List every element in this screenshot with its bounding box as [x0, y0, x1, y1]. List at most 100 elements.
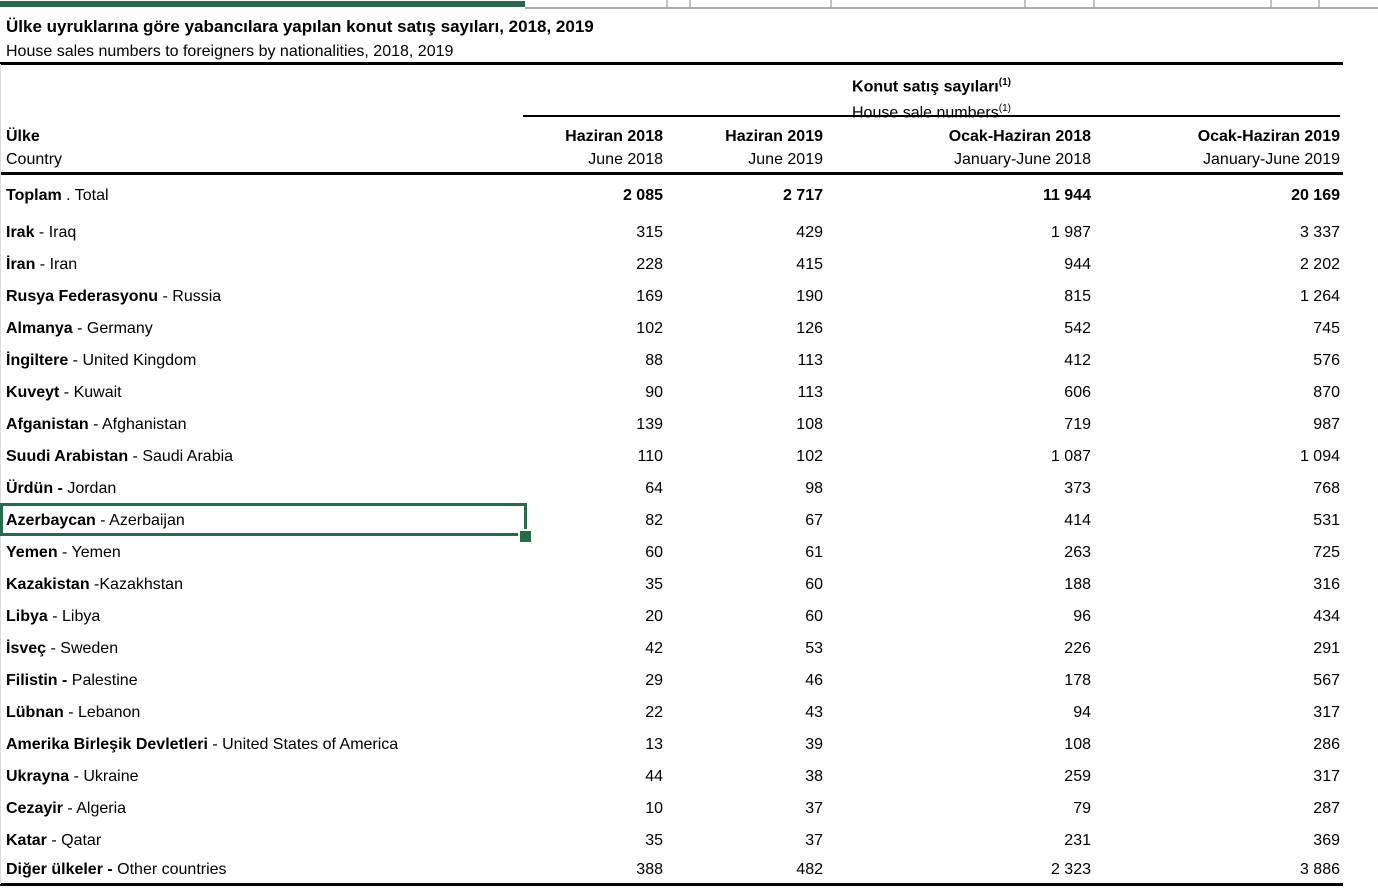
country-cell[interactable]: İran - Iran — [6, 256, 78, 273]
value-cell-june-2019[interactable]: 46 — [805, 672, 823, 689]
value-cell-jan-june-2018[interactable]: 231 — [1064, 832, 1091, 849]
value-cell-june-2019[interactable]: 2 717 — [782, 187, 823, 204]
selection-fill-handle[interactable] — [518, 529, 533, 544]
value-cell-june-2019[interactable]: 429 — [796, 224, 823, 241]
value-cell-jan-june-2018[interactable]: 96 — [1073, 608, 1091, 625]
country-cell[interactable]: Yemen - Yemen — [6, 544, 121, 561]
table-row[interactable]: İngiltere - United Kingdom 88 113 412 57… — [0, 345, 1378, 377]
value-cell-jan-june-2018[interactable]: 2 323 — [1050, 861, 1091, 878]
value-cell-june-2019[interactable]: 126 — [796, 320, 823, 337]
value-cell-june-2019[interactable]: 190 — [796, 288, 823, 305]
country-cell[interactable]: Rusya Federasyonu - Russia — [6, 288, 222, 305]
value-cell-jan-june-2018[interactable]: 414 — [1064, 512, 1091, 529]
value-cell-june-2019[interactable]: 113 — [797, 384, 823, 401]
country-cell[interactable]: Amerika Birleşik Devletleri - United Sta… — [6, 736, 399, 753]
table-row[interactable]: Yemen - Yemen 60 61 263 725 — [0, 537, 1378, 569]
country-cell[interactable]: Katar - Qatar — [6, 832, 102, 849]
table-row[interactable]: Lübnan - Lebanon 22 43 94 317 — [0, 697, 1378, 729]
value-cell-june-2019[interactable]: 98 — [805, 480, 823, 497]
value-cell-june-2018[interactable]: 35 — [645, 832, 663, 849]
value-cell-jan-june-2019[interactable]: 317 — [1313, 704, 1340, 721]
country-cell[interactable]: Filistin - Palestine — [6, 672, 138, 689]
table-row-selected[interactable]: Azerbaycan - Azerbaijan 82 67 414 531 — [0, 505, 1378, 537]
country-cell[interactable]: İngiltere - United Kingdom — [6, 352, 197, 369]
value-cell-june-2019[interactable]: 60 — [805, 608, 823, 625]
table-row[interactable]: Katar - Qatar 35 37 231 369 — [0, 825, 1378, 857]
table-row[interactable]: Ukrayna - Ukraine 44 38 259 317 — [0, 761, 1378, 793]
country-cell[interactable]: Suudi Arabistan - Saudi Arabia — [6, 448, 234, 465]
value-cell-june-2019[interactable]: 38 — [805, 768, 823, 785]
table-row[interactable]: Afganistan - Afghanistan 139 108 719 987 — [0, 409, 1378, 441]
country-cell[interactable]: Kuveyt - Kuwait — [6, 384, 122, 401]
value-cell-june-2018[interactable]: 13 — [645, 736, 663, 753]
value-cell-jan-june-2018[interactable]: 11 944 — [1042, 187, 1091, 204]
country-cell[interactable]: Toplam . Total — [6, 187, 109, 204]
value-cell-june-2018[interactable]: 102 — [636, 320, 663, 337]
value-cell-june-2018[interactable]: 88 — [645, 352, 663, 369]
value-cell-jan-june-2018[interactable]: 178 — [1064, 672, 1091, 689]
value-cell-june-2018[interactable]: 20 — [645, 608, 663, 625]
value-cell-jan-june-2018[interactable]: 108 — [1064, 736, 1091, 753]
country-cell[interactable]: Kazakistan -Kazakhstan — [6, 576, 183, 593]
value-cell-june-2018[interactable]: 60 — [645, 544, 663, 561]
value-cell-jan-june-2019[interactable]: 870 — [1313, 384, 1340, 401]
table-row[interactable]: İsveç - Sweden 42 53 226 291 — [0, 633, 1378, 665]
table-row[interactable]: Toplam . Total 2 085 2 717 11 944 20 169 — [0, 175, 1378, 217]
value-cell-jan-june-2019[interactable]: 3 886 — [1299, 861, 1340, 878]
country-cell[interactable]: Lübnan - Lebanon — [6, 704, 141, 721]
column-header-jan-june-2018[interactable]: Ocak-Haziran 2018 January-June 2018 — [948, 128, 1091, 168]
value-cell-june-2019[interactable]: 60 — [805, 576, 823, 593]
value-cell-jan-june-2018[interactable]: 542 — [1064, 320, 1091, 337]
value-cell-june-2019[interactable]: 67 — [805, 512, 823, 529]
value-cell-jan-june-2018[interactable]: 944 — [1064, 256, 1091, 273]
country-cell[interactable]: Cezayir - Algeria — [6, 800, 127, 817]
value-cell-june-2019[interactable]: 61 — [805, 544, 823, 561]
value-cell-jan-june-2019[interactable]: 531 — [1313, 512, 1340, 529]
value-cell-june-2018[interactable]: 44 — [645, 768, 663, 785]
value-cell-jan-june-2019[interactable]: 1 094 — [1299, 448, 1340, 465]
country-cell[interactable]: Afganistan - Afghanistan — [6, 416, 187, 433]
column-header-june-2018[interactable]: Haziran 2018 June 2018 — [565, 128, 663, 168]
value-cell-june-2018[interactable]: 42 — [645, 640, 663, 657]
value-cell-june-2018[interactable]: 139 — [636, 416, 663, 433]
table-row[interactable]: Almanya - Germany 102 126 542 745 — [0, 313, 1378, 345]
value-cell-jan-june-2019[interactable]: 369 — [1313, 832, 1340, 849]
value-cell-june-2018[interactable]: 90 — [645, 384, 663, 401]
value-cell-jan-june-2019[interactable]: 576 — [1313, 352, 1340, 369]
value-cell-june-2018[interactable]: 64 — [645, 480, 663, 497]
table-row[interactable]: Diğer ülkeler - Other countries 388 482 … — [0, 857, 1378, 883]
country-cell[interactable]: Ukrayna - Ukraine — [6, 768, 139, 785]
value-cell-jan-june-2018[interactable]: 1 087 — [1050, 448, 1091, 465]
value-cell-jan-june-2019[interactable]: 987 — [1313, 416, 1340, 433]
value-cell-jan-june-2019[interactable]: 745 — [1313, 320, 1340, 337]
value-cell-june-2018[interactable]: 228 — [636, 256, 663, 273]
value-cell-june-2018[interactable]: 82 — [645, 512, 663, 529]
table-row[interactable]: Kazakistan -Kazakhstan 35 60 188 316 — [0, 569, 1378, 601]
value-cell-june-2018[interactable]: 169 — [636, 288, 663, 305]
country-cell[interactable]: Almanya - Germany — [6, 320, 153, 337]
value-cell-june-2019[interactable]: 37 — [805, 832, 823, 849]
value-cell-june-2019[interactable]: 39 — [805, 736, 823, 753]
table-row[interactable]: İran - Iran 228 415 944 2 202 — [0, 249, 1378, 281]
country-cell[interactable]: Ürdün - Jordan — [6, 480, 117, 497]
value-cell-jan-june-2018[interactable]: 259 — [1064, 768, 1091, 785]
value-cell-jan-june-2019[interactable]: 317 — [1313, 768, 1340, 785]
table-row[interactable]: Libya - Libya 20 60 96 434 — [0, 601, 1378, 633]
value-cell-jan-june-2018[interactable]: 815 — [1064, 288, 1091, 305]
table-row[interactable]: Kuveyt - Kuwait 90 113 606 870 — [0, 377, 1378, 409]
value-cell-jan-june-2018[interactable]: 606 — [1064, 384, 1091, 401]
value-cell-june-2018[interactable]: 22 — [645, 704, 663, 721]
table-row[interactable]: Rusya Federasyonu - Russia 169 190 815 1… — [0, 281, 1378, 313]
value-cell-jan-june-2018[interactable]: 1 987 — [1050, 224, 1091, 241]
value-cell-jan-june-2019[interactable]: 20 169 — [1291, 187, 1340, 204]
value-cell-june-2019[interactable]: 113 — [797, 352, 823, 369]
value-cell-jan-june-2019[interactable]: 316 — [1313, 576, 1340, 593]
value-cell-jan-june-2018[interactable]: 373 — [1064, 480, 1091, 497]
value-cell-june-2018[interactable]: 388 — [636, 861, 663, 878]
country-cell[interactable]: İsveç - Sweden — [6, 640, 119, 657]
value-cell-jan-june-2019[interactable]: 291 — [1313, 640, 1340, 657]
value-cell-june-2019[interactable]: 37 — [805, 800, 823, 817]
value-cell-jan-june-2019[interactable]: 1 264 — [1299, 288, 1340, 305]
value-cell-jan-june-2019[interactable]: 768 — [1313, 480, 1340, 497]
country-cell[interactable]: Diğer ülkeler - Other countries — [6, 861, 227, 878]
